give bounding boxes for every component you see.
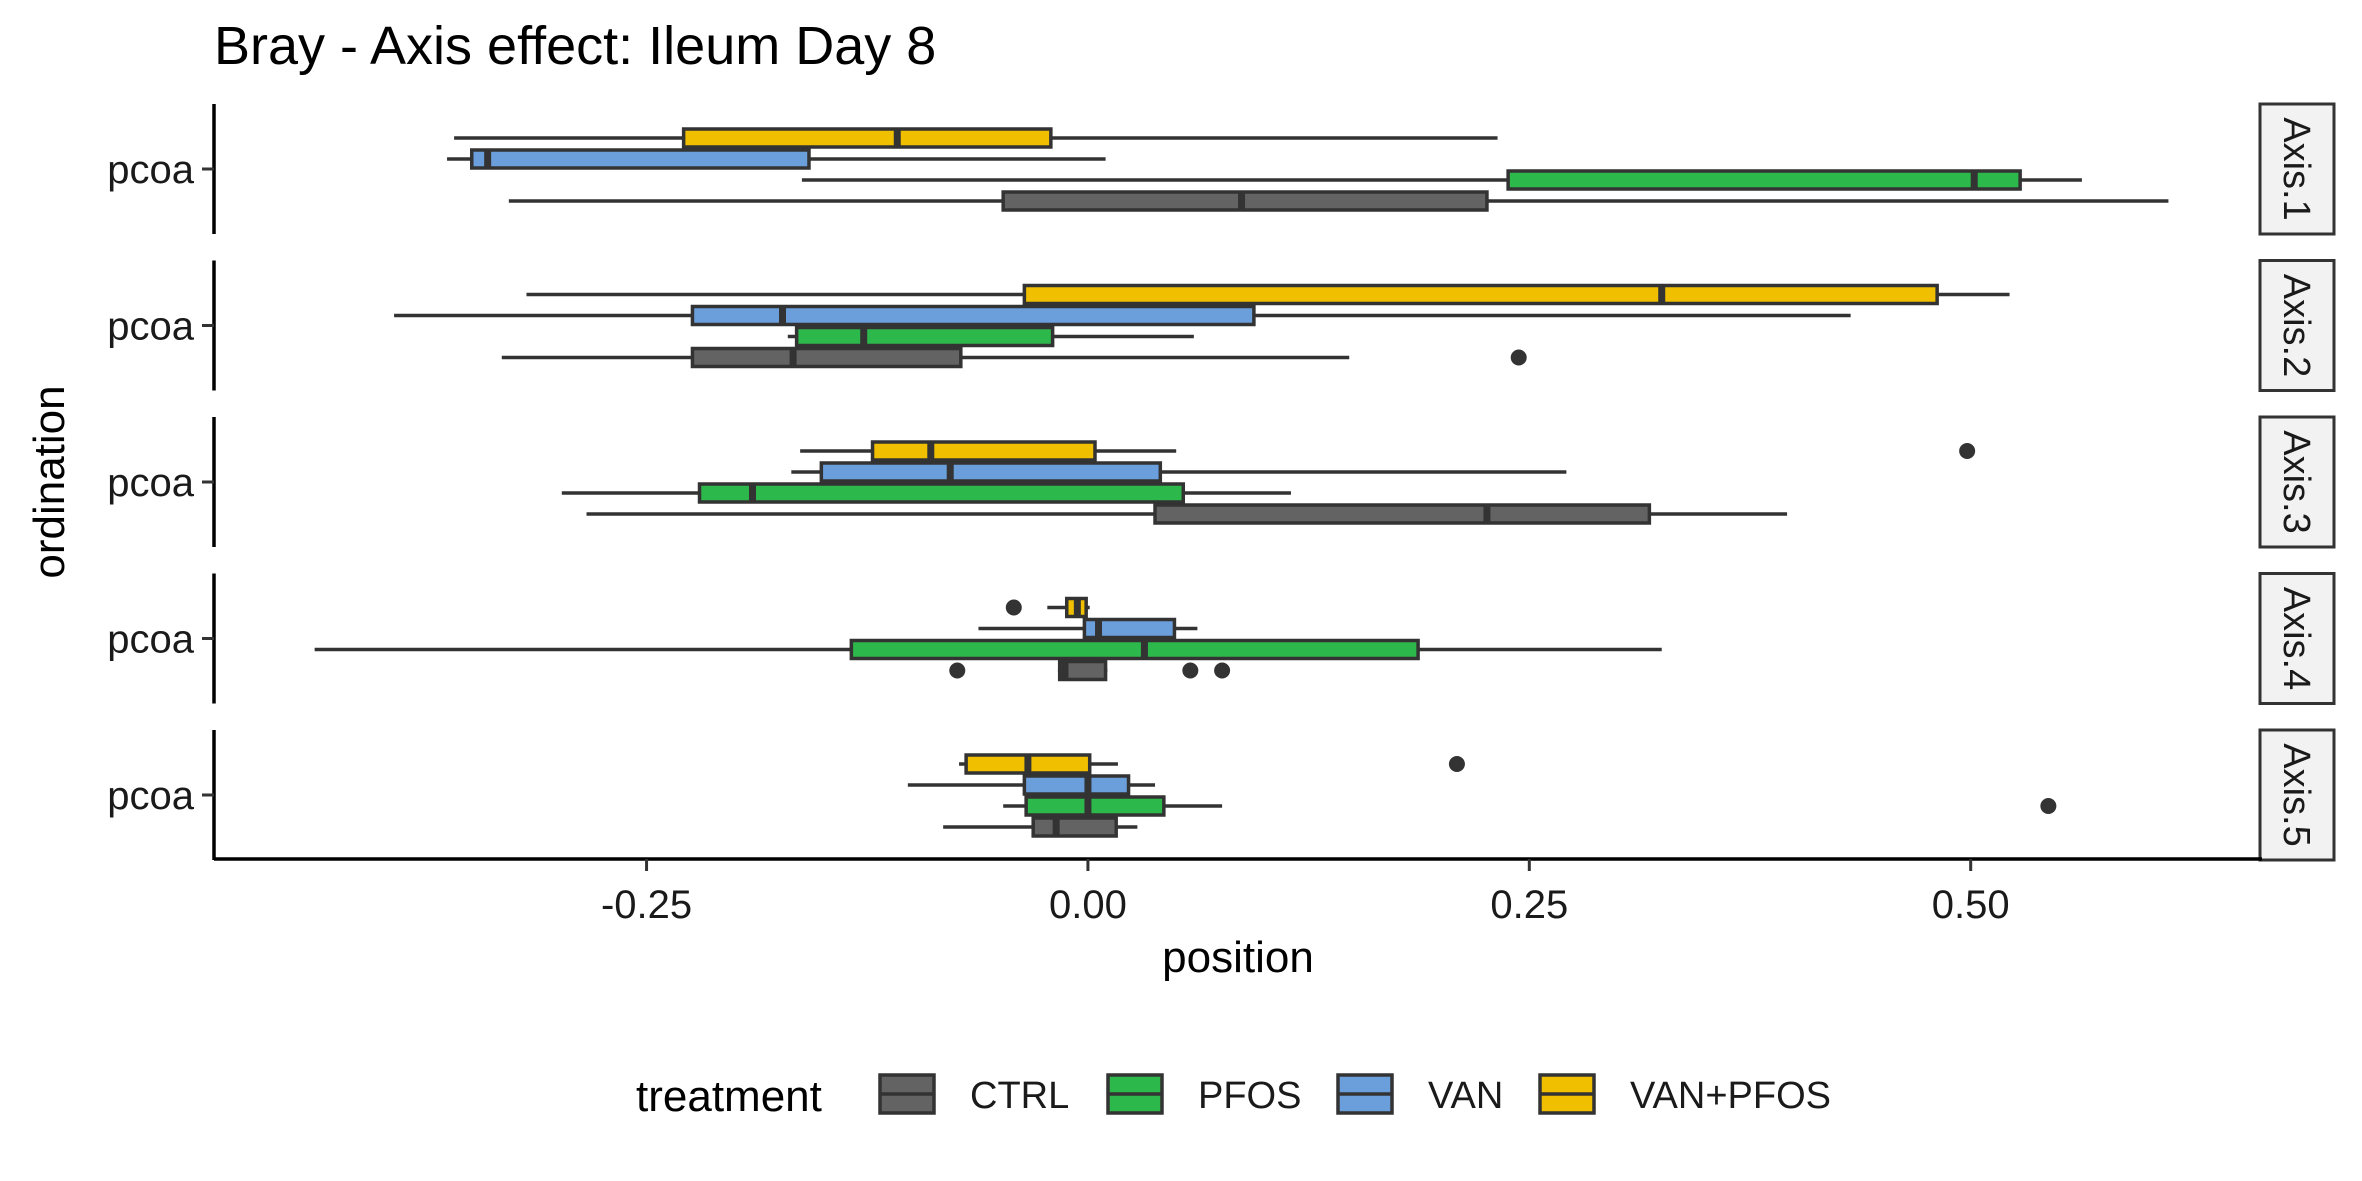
- outlier-point: [1005, 599, 1022, 616]
- box-van: [978, 617, 1198, 640]
- strip-box: [2258, 102, 2336, 236]
- box-iqr: [1024, 795, 1166, 817]
- outlier-point: [1182, 662, 1199, 679]
- legend-items: CTRL PFOS VAN VAN+PFOS: [878, 1073, 1831, 1117]
- panel-axis-3: pcoa Axis.3: [107, 415, 2336, 549]
- x-tick-label: 0.25: [1490, 883, 1568, 927]
- box-iqr: [697, 482, 1186, 504]
- box-van: [447, 148, 1106, 170]
- y-tick-label: pcoa: [107, 618, 194, 662]
- box-iqr: [1506, 169, 2022, 191]
- x-tick-label: 0.00: [1049, 883, 1127, 927]
- strip-label: Axis.2: [2275, 274, 2317, 377]
- outlier-point: [2040, 798, 2057, 814]
- box-van: [394, 304, 1851, 327]
- box-iqr: [1022, 774, 1131, 796]
- box-iqr: [1022, 283, 1939, 306]
- box-iqr: [470, 148, 811, 170]
- box-iqr: [690, 304, 1256, 327]
- box-ctrl: [508, 190, 2169, 212]
- box-iqr: [690, 346, 963, 369]
- outlier-point: [1448, 756, 1465, 772]
- box-ctrl: [586, 503, 1788, 525]
- box-van: [791, 461, 1567, 483]
- box-van-pfos: [454, 127, 1498, 149]
- box-ctrl: [943, 816, 1138, 838]
- box-pfos: [787, 325, 1194, 348]
- x-tick-label: 0.50: [1932, 883, 2010, 927]
- x-axis-title: position: [1162, 933, 1314, 982]
- box-iqr: [819, 461, 1163, 483]
- strip-box: [2258, 415, 2336, 549]
- x-tick-label: -0.25: [601, 883, 692, 927]
- strip-label: Axis.4: [2275, 587, 2317, 690]
- legend: treatment CTRL PFOS VAN VAN+PFOS: [636, 1072, 1831, 1121]
- panel-axis-1: pcoa Axis.1: [107, 102, 2336, 236]
- box-iqr: [794, 325, 1055, 348]
- box-iqr: [1001, 190, 1489, 212]
- x-axis-ticks: -0.25 0.00 0.25 0.50: [601, 859, 2010, 927]
- box-iqr: [1153, 503, 1652, 525]
- chart-title: Bray - Axis effect: Ileum Day 8: [214, 16, 936, 76]
- box-iqr: [849, 638, 1420, 661]
- outlier-point: [1214, 662, 1231, 679]
- outlier-point: [949, 662, 966, 679]
- box-van: [907, 774, 1156, 796]
- box-ctrl: [501, 346, 1527, 369]
- legend-label: PFOS: [1198, 1075, 1301, 1117]
- box-iqr: [870, 440, 1097, 462]
- y-tick-label: pcoa: [107, 148, 194, 192]
- box-van-pfos: [800, 440, 1976, 462]
- box-iqr: [1057, 659, 1108, 682]
- panel-axis-4: pcoa Axis.4: [107, 572, 2336, 705]
- panel-axis-5: pcoa Axis.5: [107, 728, 2336, 862]
- strip-label: Axis.5: [2275, 743, 2317, 846]
- box-iqr: [1031, 816, 1118, 838]
- y-tick-label: pcoa: [107, 305, 194, 349]
- y-axis-title: ordination: [25, 385, 74, 578]
- box-iqr: [1082, 617, 1177, 640]
- outlier-point: [1959, 443, 1976, 459]
- strip-box: [2258, 259, 2336, 392]
- box-iqr: [681, 127, 1053, 149]
- strip-box: [2258, 572, 2336, 705]
- box-van-pfos: [1005, 596, 1090, 619]
- box-ctrl: [949, 659, 1231, 682]
- legend-item-van-pfos: VAN+PFOS: [1538, 1073, 1831, 1117]
- legend-label: VAN+PFOS: [1630, 1075, 1831, 1117]
- legend-title: treatment: [636, 1072, 822, 1121]
- legend-item-van: VAN: [1336, 1073, 1503, 1117]
- y-tick-label: pcoa: [107, 774, 194, 818]
- legend-item-pfos: PFOS: [1106, 1073, 1301, 1117]
- legend-item-ctrl: CTRL: [878, 1073, 1069, 1117]
- box-pfos: [561, 482, 1291, 504]
- panel-axis-2: pcoa Axis.2: [107, 259, 2336, 392]
- box-van-pfos: [526, 283, 2010, 306]
- box-pfos: [314, 638, 1662, 661]
- y-tick-label: pcoa: [107, 461, 194, 505]
- chart-panels: pcoa Axis.1 pcoa Axis.2 pcoa Axis.3 pcoa Axis.4…: [107, 102, 2336, 862]
- strip-box: [2258, 728, 2336, 862]
- box-pfos: [1003, 795, 2057, 817]
- strip-label: Axis.3: [2275, 430, 2317, 533]
- box-pfos: [801, 169, 2082, 191]
- box-van-pfos: [959, 753, 1465, 775]
- outlier-point: [1510, 349, 1527, 366]
- strip-label: Axis.1: [2275, 117, 2317, 220]
- legend-label: VAN: [1428, 1075, 1503, 1117]
- legend-label: CTRL: [970, 1075, 1069, 1117]
